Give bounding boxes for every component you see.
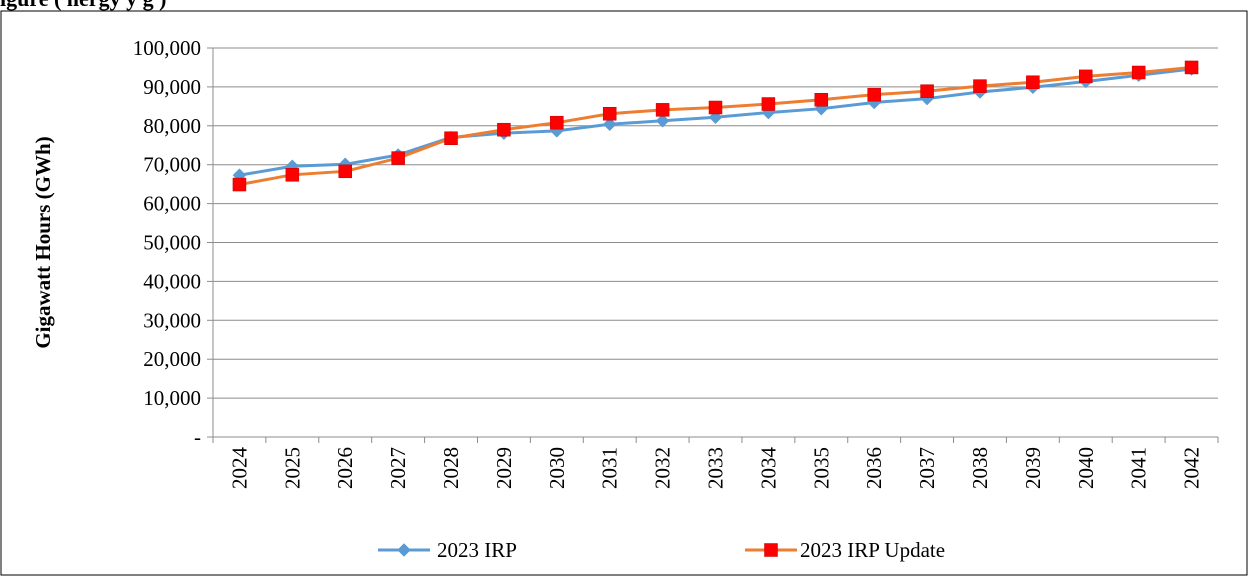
x-tick-label: 2037 xyxy=(915,447,939,489)
legend-label: 2023 IRP xyxy=(437,538,517,562)
data-point xyxy=(1026,75,1040,89)
data-point xyxy=(973,79,987,93)
x-tick-label: 2042 xyxy=(1180,447,1204,489)
legend-marker xyxy=(764,543,778,557)
data-point xyxy=(867,87,881,102)
x-tick-label: 2030 xyxy=(545,447,569,489)
data-point xyxy=(920,84,934,98)
series xyxy=(232,60,1199,192)
legend-label: 2023 IRP Update xyxy=(800,538,945,562)
y-tick-label: 20,000 xyxy=(143,347,201,371)
x-tick-label: 2035 xyxy=(809,447,833,489)
x-tick-label: 2031 xyxy=(598,447,622,489)
data-point xyxy=(391,151,405,165)
data-point xyxy=(814,92,829,107)
y-tick-label: 90,000 xyxy=(143,75,201,99)
x-tick-label: 2027 xyxy=(386,447,410,489)
y-tick-label: 10,000 xyxy=(143,386,201,410)
data-point xyxy=(444,131,458,145)
data-point xyxy=(338,164,352,179)
data-point xyxy=(285,168,300,182)
y-tick-label: 100,000 xyxy=(133,36,201,60)
x-tick-label: 2024 xyxy=(227,447,251,490)
legend-item: 2023 IRP xyxy=(378,538,517,562)
data-point xyxy=(655,113,670,128)
y-tick-label: - xyxy=(194,425,201,449)
legend-marker xyxy=(397,543,411,557)
y-tick-label: 40,000 xyxy=(143,269,201,293)
x-tick-label: 2029 xyxy=(492,447,516,489)
y-tick-label: 70,000 xyxy=(143,153,201,177)
data-point xyxy=(602,117,617,132)
legend-item: 2023 IRP Update xyxy=(745,538,945,562)
data-point xyxy=(497,122,511,137)
y-tick-label: 30,000 xyxy=(143,308,201,332)
x-tick-label: 2039 xyxy=(1021,447,1045,489)
legend: 2023 IRP 2023 IRP Update xyxy=(378,538,945,562)
x-tick-label: 2034 xyxy=(756,447,780,490)
x-tick-label: 2041 xyxy=(1127,447,1151,489)
y-tick-label: 50,000 xyxy=(143,231,201,255)
x-tick-label: 2038 xyxy=(968,447,992,489)
data-point xyxy=(1184,60,1199,75)
data-point xyxy=(655,103,670,117)
x-tick-label: 2033 xyxy=(704,447,728,489)
x-tick-label: 2032 xyxy=(651,447,675,489)
data-point xyxy=(1131,65,1146,80)
x-tick-label: 2026 xyxy=(333,447,357,489)
axes: - 10,000 20,000 30,000 40,000 50,000 60,000 70,… xyxy=(31,36,1219,490)
data-point xyxy=(761,97,776,111)
chart-border xyxy=(0,10,1248,576)
data-point xyxy=(708,100,723,115)
series-irp-update xyxy=(232,60,1199,192)
figure-title-fragment: igure ( nergy y g ) xyxy=(0,0,1250,16)
x-tick-label: 2028 xyxy=(439,447,463,489)
y-axis-title: Gigawatt Hours (GWh) xyxy=(31,136,55,348)
gridlines xyxy=(213,47,1218,399)
data-point xyxy=(550,115,564,130)
y-tick-label: 80,000 xyxy=(143,114,201,138)
data-point xyxy=(1079,69,1093,84)
x-tick-label: 2025 xyxy=(280,447,304,489)
x-tick-label: 2040 xyxy=(1074,447,1098,489)
x-tick-label: 2036 xyxy=(862,447,886,489)
data-point xyxy=(602,106,617,121)
y-tick-label: 60,000 xyxy=(143,192,201,216)
data-point xyxy=(232,177,247,192)
